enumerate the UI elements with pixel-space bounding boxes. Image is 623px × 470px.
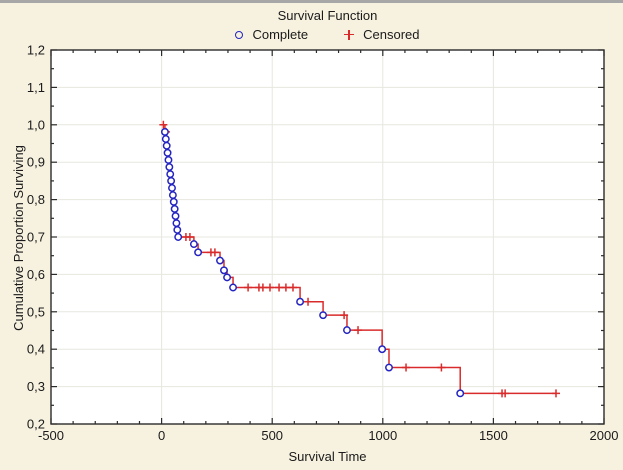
x-tick-label: 2000 <box>590 428 619 443</box>
legend: Complete Censored <box>51 27 604 42</box>
censored-marker <box>552 389 560 398</box>
complete-marker <box>220 266 228 275</box>
censored-marker <box>185 233 194 241</box>
censored-marker <box>437 363 446 372</box>
survival-plot: -500 0 500 1000 1500 2000 1,2 1,1 1,0 0,9 0,8 0,7 0,… <box>27 43 619 444</box>
complete-marker <box>216 256 224 265</box>
complete-marker <box>160 127 169 136</box>
y-tick-label: 0,6 <box>27 267 45 282</box>
censored-marker <box>354 326 363 335</box>
y-tick-label: 0,4 <box>27 342 45 357</box>
complete-marker <box>163 148 172 157</box>
complete-marker <box>162 141 171 150</box>
legend-label-censored: Censored <box>363 27 420 42</box>
x-tick-label: 500 <box>261 428 283 443</box>
censored-marker <box>275 283 284 292</box>
x-axis-title: Survival Time <box>288 449 367 464</box>
complete-marker <box>170 205 179 213</box>
complete-marker <box>319 311 328 320</box>
complete-marker <box>378 345 387 354</box>
complete-marker <box>169 197 178 206</box>
complete-marker <box>194 248 203 257</box>
complete-marker <box>173 225 182 234</box>
y-tick-label: 0,7 <box>27 230 45 245</box>
complete-marker <box>168 184 176 192</box>
complete-marker <box>168 191 177 200</box>
complete-marker <box>343 326 351 335</box>
censored-marker <box>402 363 411 372</box>
y-tick-label: 1,1 <box>27 80 45 95</box>
censored-marker <box>244 283 253 292</box>
censored-marker <box>501 389 510 398</box>
censored-marker <box>159 120 168 129</box>
complete-marker <box>167 176 176 185</box>
x-tick-label: 1500 <box>479 428 508 443</box>
censored-marker <box>210 248 219 257</box>
legend-item-complete: Complete <box>235 27 308 42</box>
x-tick-label: 1000 <box>368 428 397 443</box>
censored-marker <box>304 297 313 306</box>
complete-marker <box>165 163 174 172</box>
complete-marker <box>189 240 198 249</box>
y-tick-label: 0,9 <box>27 155 45 170</box>
x-tick-label: -500 <box>38 428 64 443</box>
complete-marker <box>223 273 232 282</box>
complete-marker <box>385 363 393 372</box>
y-tick-label: 1,0 <box>27 117 45 132</box>
censored-marker <box>258 283 267 292</box>
complete-marker <box>172 219 181 228</box>
complete-marker <box>456 389 465 398</box>
chart-title: Survival Function <box>277 8 378 23</box>
complete-marker <box>296 297 305 306</box>
y-tick-label: 0,2 <box>27 417 45 432</box>
censored-marker <box>340 311 349 320</box>
y-tick-label: 0,8 <box>27 192 45 207</box>
complete-marker <box>229 283 237 292</box>
complete-circle-icon <box>235 30 244 39</box>
y-tick-label: 0,5 <box>27 304 45 319</box>
complete-marker <box>161 135 170 143</box>
y-tick-label: 0,3 <box>27 379 45 394</box>
censored-marker <box>288 283 297 292</box>
x-tick-label: 0 <box>158 428 165 443</box>
legend-label-complete: Complete <box>252 27 309 42</box>
complete-marker <box>166 170 175 179</box>
complete-marker <box>171 212 180 221</box>
complete-marker <box>174 233 183 241</box>
legend-item-censored: Censored <box>344 27 420 42</box>
censored-marker <box>281 283 290 292</box>
complete-marker <box>164 156 173 164</box>
censored-marker <box>265 283 274 292</box>
censored-plus-icon <box>344 29 355 40</box>
y-tick-label: 1,2 <box>27 43 45 58</box>
